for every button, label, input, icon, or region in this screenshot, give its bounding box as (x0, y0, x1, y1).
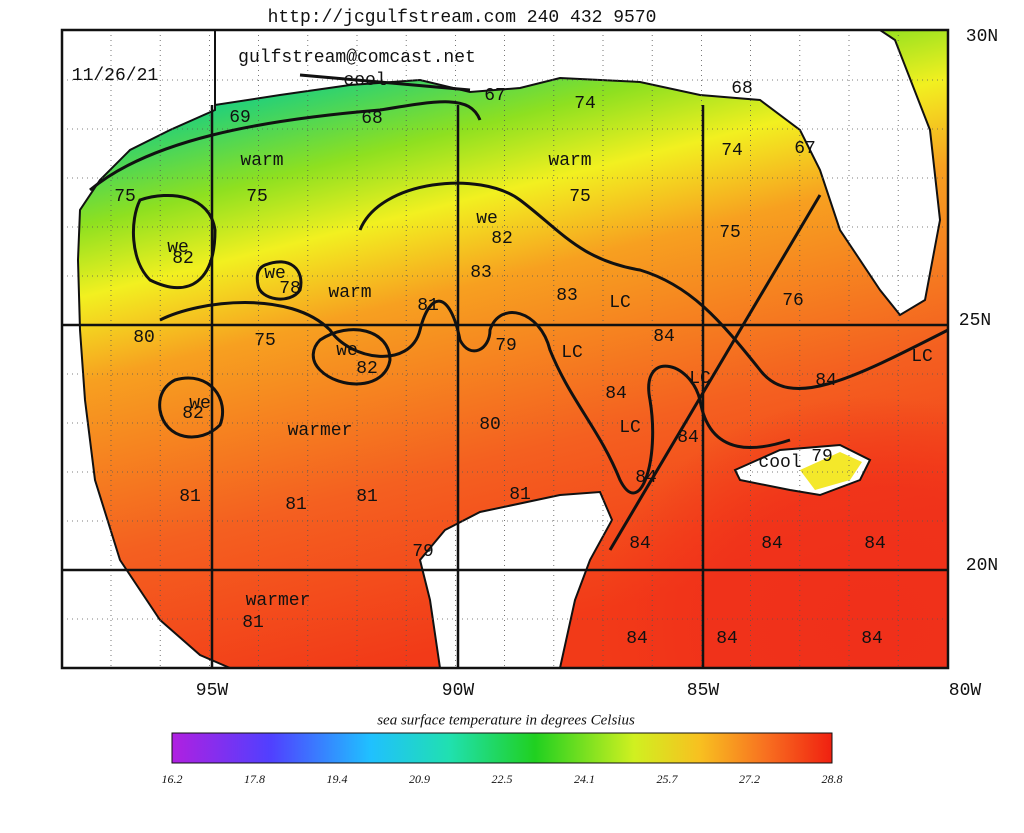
land-yucatan (418, 490, 614, 669)
colorbar-label: 20.9 (409, 772, 430, 786)
colorbar-label: 19.4 (327, 772, 348, 786)
annotation: warmer (246, 591, 311, 611)
annotation: 79 (495, 336, 517, 356)
annotation: 84 (635, 468, 657, 488)
annotation: LC (561, 343, 583, 363)
annotation: we (264, 264, 286, 284)
annotation: 84 (677, 428, 699, 448)
annotation: 68 (731, 79, 753, 99)
annotation: we (336, 341, 358, 361)
colorbar-title: sea surface temperature in degrees Celsi… (377, 712, 635, 728)
annotation: 75 (114, 187, 136, 207)
annotation: 81 (285, 495, 307, 515)
current (89, 100, 482, 192)
annotation: 82 (491, 229, 513, 249)
annotation: 67 (484, 86, 506, 106)
current (358, 181, 949, 391)
annotation: 74 (721, 141, 743, 161)
annotation: 82 (172, 249, 194, 269)
annotation: 76 (782, 291, 804, 311)
annotation: LC (689, 369, 711, 389)
annotation: 74 (574, 94, 596, 114)
annotation: 80 (133, 328, 155, 348)
lat-label: 25N (959, 311, 991, 331)
annotation: 68 (361, 109, 383, 129)
annotation: 84 (629, 534, 651, 554)
map-frame (60, 28, 950, 670)
annotation: 84 (716, 629, 738, 649)
lon-label: 95W (196, 681, 229, 701)
annotation: 82 (356, 359, 378, 379)
annotation: 84 (861, 629, 883, 649)
colorbar-label: 16.2 (162, 772, 183, 786)
annotation: 84 (761, 534, 783, 554)
current (158, 376, 225, 439)
colorbar-label: 25.7 (657, 772, 679, 786)
annotation: 79 (811, 447, 833, 467)
colorbar-label: 28.8 (822, 772, 843, 786)
annotation: warm (548, 151, 591, 171)
colorbar-labels: 16.2 17.8 19.4 20.9 22.5 24.1 25.7 27.2 28.8 (162, 772, 843, 786)
colorbar-label: 24.1 (574, 772, 595, 786)
colorbar-label: 17.8 (244, 772, 265, 786)
lon-label: 85W (687, 681, 720, 701)
annotation: LC (911, 347, 933, 367)
annotation: LC (619, 418, 641, 438)
annotation: 80 (479, 415, 501, 435)
map-area (60, 28, 950, 670)
annotation: 82 (182, 404, 204, 424)
annotation: 83 (470, 263, 492, 283)
header-url: http://jcgulfstream.com 240 432 9570 (268, 8, 657, 28)
annotation: we (189, 394, 211, 414)
annotation: cool (758, 453, 801, 473)
annotation: 84 (626, 629, 648, 649)
lon-label: 80W (949, 681, 982, 701)
annotation: we (476, 209, 498, 229)
annotation: cool (343, 71, 386, 91)
annotation: 83 (556, 286, 578, 306)
current (255, 260, 303, 301)
annotation: warm (328, 283, 371, 303)
annotation: 78 (279, 279, 301, 299)
annotation: 81 (242, 613, 264, 633)
current (311, 328, 392, 386)
section-line (608, 194, 822, 551)
annotation: 84 (815, 371, 837, 391)
email: gulfstream@comcast.net (238, 48, 476, 68)
annotation: 81 (509, 485, 531, 505)
annotation: 84 (864, 534, 886, 554)
annotation: 69 (229, 108, 251, 128)
annotation: 81 (356, 487, 378, 507)
land-west (61, 29, 231, 669)
annotation: warmer (288, 421, 353, 441)
pointer-line (299, 73, 471, 92)
annotation: LC (609, 293, 631, 313)
lat-label: 30N (966, 27, 998, 47)
annotation: we (167, 238, 189, 258)
annotation: 81 (179, 487, 201, 507)
axis-labels: 30N 25N 20N 95W 90W 85W 80W (196, 27, 998, 701)
annotation: warm (240, 151, 283, 171)
lat-label: 20N (966, 556, 998, 576)
colorbar (171, 732, 833, 764)
colorbar-label: 27.2 (739, 772, 760, 786)
lon-label: 90W (442, 681, 475, 701)
cuba-sst (800, 452, 862, 490)
annotation: 84 (653, 327, 675, 347)
annotation: 75 (719, 223, 741, 243)
colorbar-label: 22.5 (492, 772, 513, 786)
annotation: 75 (246, 187, 268, 207)
date: 11/26/21 (72, 66, 158, 86)
annotation: 75 (569, 187, 591, 207)
annotation: 75 (254, 331, 276, 351)
current (131, 193, 217, 290)
annotation: 84 (605, 384, 627, 404)
annotation: 81 (417, 296, 439, 316)
current (159, 299, 791, 495)
annotation: 79 (412, 542, 434, 562)
annotation: 67 (794, 139, 816, 159)
